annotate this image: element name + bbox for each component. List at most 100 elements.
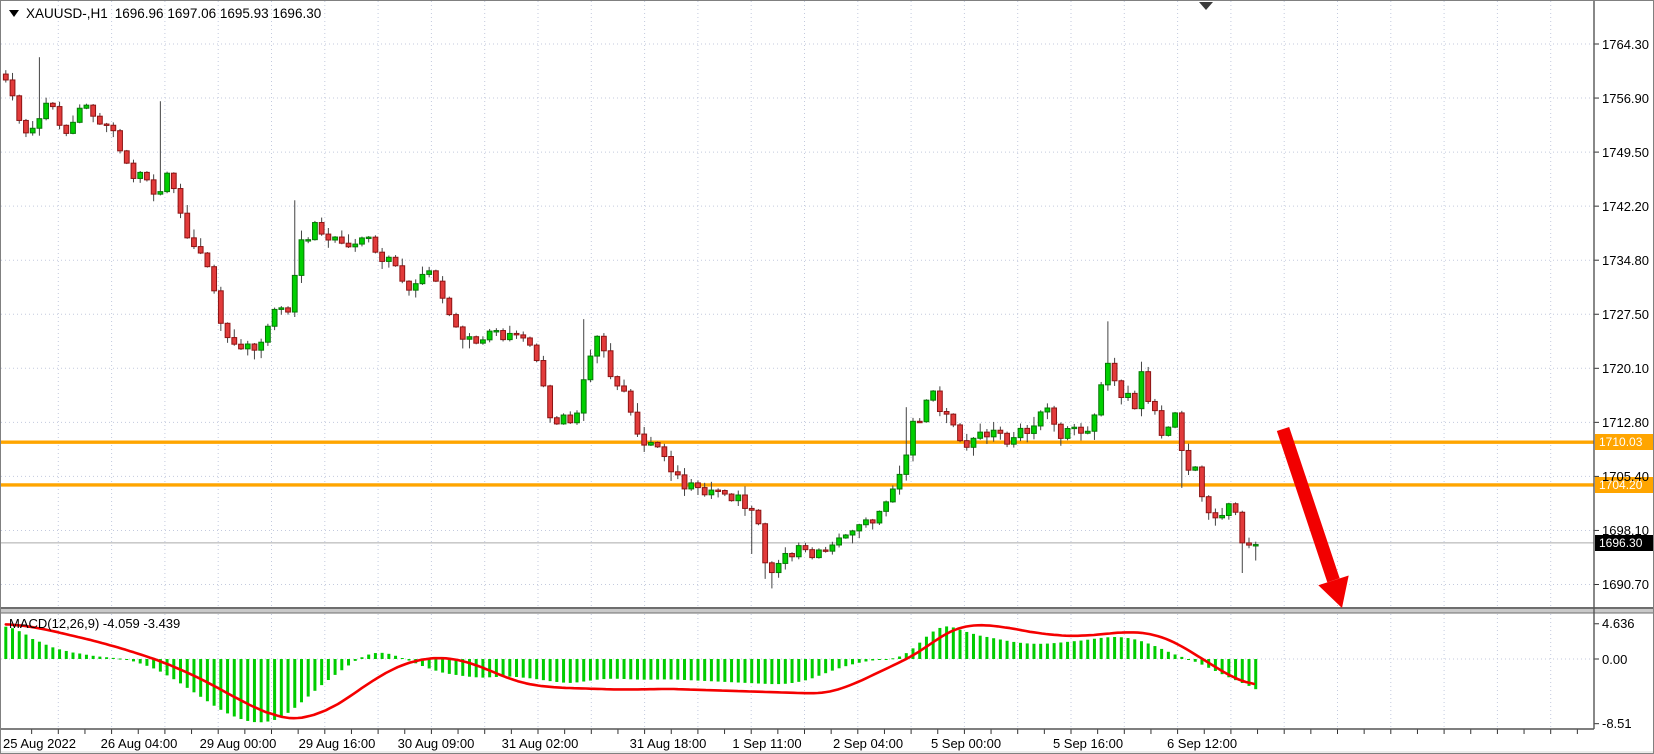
price-axis-label: 1756.90 [1602, 90, 1649, 106]
candle-bear [1212, 512, 1219, 519]
macd-histogram-bar [709, 659, 713, 682]
macd-axis-max-label: 4.636 [1602, 616, 1635, 632]
macd-histogram-bar [125, 659, 129, 660]
ohlc-values-label: 1696.96 1697.06 1695.93 1696.30 [114, 6, 322, 21]
candle-bull [164, 172, 170, 193]
macd-histogram-bar [642, 659, 646, 680]
candle-bear [963, 440, 970, 448]
macd-indicator-label: MACD(12,26,9) -4.059 -3.439 [9, 616, 181, 631]
time-axis-label: 5 Sep 00:00 [930, 736, 1002, 751]
macd-histogram-bar [1106, 637, 1110, 659]
candle-bull [782, 552, 789, 564]
macd-histogram-bar [871, 659, 875, 661]
candle-bear [238, 343, 244, 350]
macd-histogram-bar [1153, 646, 1157, 659]
macd-histogram-bar [528, 659, 532, 679]
candle-bear [224, 322, 231, 339]
macd-histogram-bar [1247, 659, 1251, 686]
arrow-annotation[interactable] [1276, 426, 1349, 608]
macd-histogram-bar [575, 659, 579, 683]
candle-bull [587, 355, 594, 381]
macd-histogram-bar [1012, 641, 1016, 659]
macd-histogram-bar [891, 658, 895, 660]
chart-shift-marker-icon[interactable] [1199, 2, 1213, 10]
macd-histogram-bar [246, 659, 250, 721]
candle-bear [547, 385, 554, 419]
macd-histogram-bar [84, 654, 88, 659]
macd-histogram-bar [1146, 643, 1150, 659]
candle-bull [365, 236, 372, 240]
macd-histogram-bar [1240, 659, 1244, 684]
macd-histogram-bar [259, 659, 263, 723]
candle-bull [1104, 362, 1111, 386]
macd-histogram-bar [152, 659, 156, 669]
price-axis-label: 1764.30 [1602, 36, 1649, 52]
macd-histogram-bar [1119, 637, 1123, 659]
candle-bull [648, 441, 654, 446]
candle-bear [822, 549, 829, 552]
candle-bull [1071, 426, 1078, 430]
candle-bull [775, 562, 782, 574]
candle-bear [56, 106, 63, 126]
macd-histogram-bar [635, 659, 639, 680]
candle-bull [36, 118, 43, 129]
macd-histogram-bar [615, 659, 619, 679]
macd-histogram-bar [494, 659, 498, 677]
candle-bull [574, 412, 580, 424]
candle-bear [553, 417, 560, 425]
macd-histogram-bar [588, 659, 592, 681]
macd-histogram-bar [427, 659, 431, 669]
candle-bull [137, 171, 144, 179]
candle-bear [1024, 427, 1031, 434]
candle-bull [412, 283, 419, 291]
candle-bear [748, 507, 755, 511]
candle-bear [1051, 407, 1058, 425]
time-axis-label: 26 Aug 04:00 [100, 736, 178, 751]
macd-histogram-bar [851, 659, 855, 665]
candle-bull [856, 524, 863, 532]
candle-bull [1044, 407, 1051, 413]
macd-histogram-bar [797, 659, 801, 682]
candle-bull [836, 537, 842, 546]
macd-histogram-bar [629, 659, 633, 680]
macd-histogram-bar [266, 659, 270, 722]
macd-histogram-bar [373, 653, 377, 659]
candle-bear [1185, 449, 1192, 471]
macd-histogram-bar [11, 628, 15, 659]
candle-bear [641, 433, 648, 446]
macd-histogram-bar [998, 639, 1002, 659]
candle-bear [627, 390, 634, 413]
macd-histogram-bar [1133, 639, 1137, 659]
candle-bull [1031, 425, 1037, 434]
candle-bull [930, 390, 937, 401]
macd-histogram-bar [299, 659, 303, 703]
macd-histogram-bar [951, 627, 955, 659]
candle-bear [500, 330, 506, 341]
candle-bull [43, 102, 50, 120]
candle-bear [809, 549, 816, 559]
candle-bull [849, 530, 856, 536]
macd-histogram-bar [239, 659, 243, 720]
candle-bear [1239, 511, 1246, 544]
candle-bull [480, 339, 486, 344]
candle-bull [1138, 371, 1145, 410]
macd-histogram-bar [205, 659, 209, 702]
macd-signal-line [4, 623, 1256, 720]
macd-histogram-bar [1166, 651, 1170, 659]
candle-bull [816, 549, 822, 559]
candle-bear [446, 297, 453, 316]
candle-bear [1205, 496, 1212, 514]
candle-bear [217, 290, 224, 324]
macd-histogram-bar [1173, 654, 1177, 659]
candle-bull [359, 237, 365, 245]
macd-histogram-bar [232, 659, 236, 717]
macd-histogram-bar [118, 658, 122, 660]
candle-bear [459, 326, 466, 340]
candle-bull [305, 239, 312, 242]
price-axis-label: 1742.20 [1602, 198, 1649, 214]
candle-bull [1165, 426, 1172, 436]
candle-bull [264, 325, 271, 343]
macd-histogram-bar [683, 659, 687, 680]
candle-bear [1158, 410, 1165, 436]
